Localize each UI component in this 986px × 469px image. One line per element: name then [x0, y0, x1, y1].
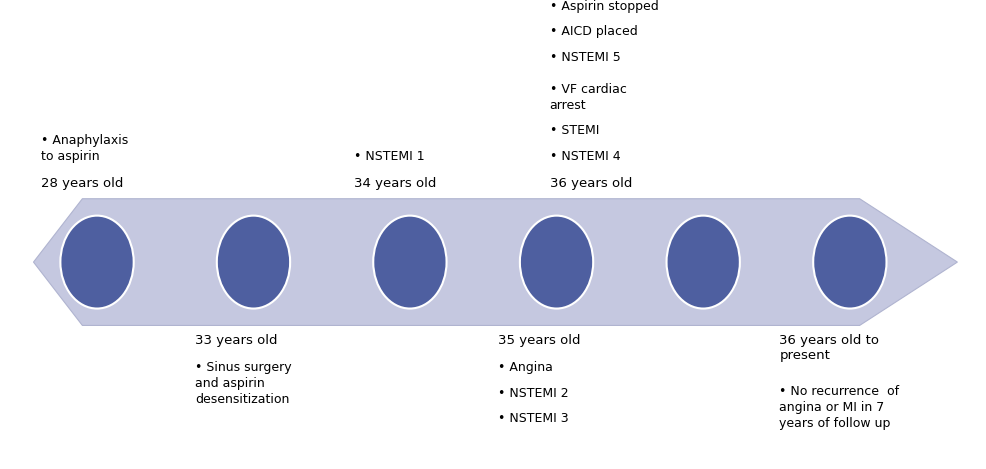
- Polygon shape: [34, 199, 957, 325]
- Text: 35 years old: 35 years old: [498, 334, 581, 347]
- Text: • NSTEMI 1: • NSTEMI 1: [354, 150, 425, 163]
- Text: • NSTEMI 5: • NSTEMI 5: [550, 51, 620, 64]
- Text: 34 years old: 34 years old: [354, 177, 437, 190]
- Text: • NSTEMI 4: • NSTEMI 4: [550, 150, 620, 163]
- Text: • STEMI: • STEMI: [550, 124, 599, 137]
- Ellipse shape: [667, 216, 740, 309]
- Text: • VF cardiac
arrest: • VF cardiac arrest: [550, 83, 626, 112]
- Ellipse shape: [374, 216, 447, 309]
- Text: • AICD placed: • AICD placed: [550, 25, 638, 38]
- Text: • Angina: • Angina: [498, 361, 553, 374]
- Text: • Anaphylaxis
to aspirin: • Anaphylaxis to aspirin: [41, 134, 128, 163]
- Text: 28 years old: 28 years old: [41, 177, 123, 190]
- Text: 36 years old to
present: 36 years old to present: [780, 334, 880, 362]
- Text: • Sinus surgery
and aspirin
desensitization: • Sinus surgery and aspirin desensitizat…: [195, 361, 292, 406]
- Ellipse shape: [60, 216, 134, 309]
- Text: 33 years old: 33 years old: [195, 334, 277, 347]
- Text: • No recurrence  of
angina or MI in 7
years of follow up: • No recurrence of angina or MI in 7 yea…: [780, 385, 899, 430]
- Text: • Aspirin stopped: • Aspirin stopped: [550, 0, 659, 13]
- Ellipse shape: [217, 216, 290, 309]
- Text: 36 years old: 36 years old: [550, 177, 632, 190]
- Ellipse shape: [813, 216, 886, 309]
- Ellipse shape: [520, 216, 594, 309]
- Text: • NSTEMI 2: • NSTEMI 2: [498, 387, 569, 400]
- Text: • NSTEMI 3: • NSTEMI 3: [498, 412, 569, 425]
